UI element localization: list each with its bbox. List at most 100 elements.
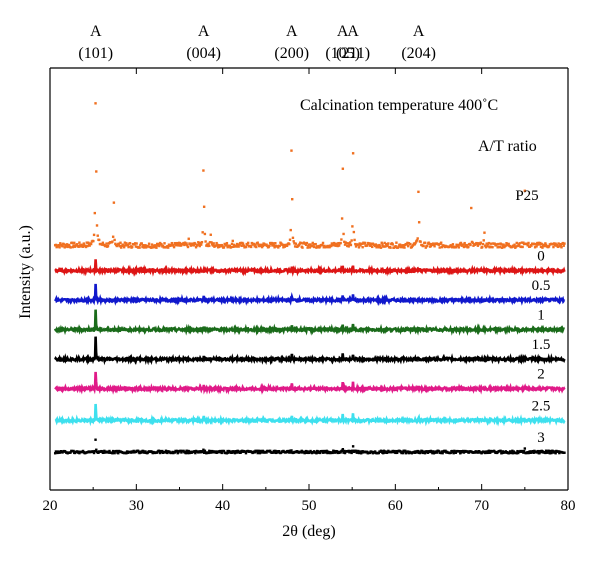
data-point (236, 244, 240, 247)
data-point (486, 245, 489, 248)
data-point (360, 242, 364, 245)
data-point (241, 242, 245, 245)
data-point (173, 451, 176, 454)
data-point (300, 449, 303, 453)
series-line (54, 371, 566, 395)
peak-phase: A (337, 23, 349, 40)
data-point (64, 244, 67, 247)
data-point (354, 242, 357, 246)
data-point (431, 242, 435, 245)
data-point (423, 451, 427, 455)
data-point (257, 243, 260, 246)
data-point (214, 244, 218, 247)
data-point (357, 246, 361, 249)
data-point (537, 241, 540, 245)
data-point (106, 244, 110, 248)
data-point (182, 449, 185, 453)
data-point (142, 244, 145, 247)
series-label: 1 (537, 308, 545, 324)
data-point (101, 241, 105, 244)
data-point (536, 241, 539, 245)
peak-label: A (004) (186, 23, 221, 62)
data-point (271, 242, 275, 245)
data-point (343, 240, 346, 243)
data-point (312, 243, 315, 246)
data-point (454, 246, 458, 249)
data-point (484, 244, 487, 247)
data-point (339, 451, 342, 454)
data-point (53, 452, 57, 455)
data-point (293, 245, 297, 248)
data-point (467, 245, 470, 249)
data-point (235, 451, 238, 454)
data-point (489, 242, 493, 245)
data-point (226, 449, 229, 453)
data-point (485, 242, 488, 245)
peak-phase: A (286, 23, 298, 40)
data-point (533, 246, 537, 249)
data-point (526, 244, 529, 247)
data-point (329, 244, 333, 248)
series-0-5 (54, 283, 566, 307)
data-point (352, 230, 356, 234)
data-point (257, 449, 260, 453)
data-point (347, 449, 350, 453)
data-point (471, 241, 474, 244)
data-point (208, 451, 212, 454)
data-point (78, 241, 81, 244)
data-point (528, 245, 532, 248)
data-point (379, 246, 383, 249)
data-point (274, 449, 277, 453)
data-point (291, 236, 295, 240)
data-point (529, 451, 532, 454)
data-point (175, 449, 179, 453)
data-point (164, 449, 168, 452)
data-point (521, 449, 524, 453)
axes-layer (49, 67, 569, 491)
data-point (461, 449, 465, 453)
data-point (508, 450, 512, 453)
data-point (315, 452, 318, 455)
data-point (523, 447, 527, 450)
data-point (496, 246, 499, 249)
data-point (415, 451, 419, 454)
data-point (96, 234, 99, 237)
data-point (332, 243, 335, 247)
data-point (267, 245, 270, 249)
data-point (273, 451, 276, 454)
data-point (150, 243, 154, 246)
data-point (322, 246, 325, 249)
x-tick-label: 60 (388, 498, 403, 514)
data-point (439, 451, 443, 455)
data-point (536, 449, 540, 453)
series-label: 1.5 (532, 337, 551, 353)
data-point (282, 246, 285, 249)
data-point (432, 243, 436, 247)
data-point (203, 449, 207, 452)
data-point (59, 242, 62, 245)
data-point (186, 451, 190, 455)
data-point (158, 449, 161, 453)
data-point (497, 242, 500, 246)
peak-hkl: (105) (325, 45, 360, 62)
data-point (220, 451, 223, 455)
data-point (378, 243, 381, 247)
data-point (321, 243, 324, 247)
data-point (563, 451, 566, 454)
data-point (111, 240, 114, 243)
peak-hkl: (204) (401, 45, 436, 62)
data-point (403, 246, 406, 249)
data-point (417, 190, 420, 194)
data-point (253, 245, 256, 248)
data-point (500, 243, 503, 246)
data-point (144, 450, 147, 453)
data-point (93, 211, 97, 215)
data-point (428, 242, 431, 246)
series-label-layer: P25 0 0.5 1 1.5 2 2.5 3 (515, 188, 550, 446)
data-point (517, 451, 520, 455)
series-1 (53, 309, 566, 336)
data-point (433, 245, 436, 248)
data-point (278, 244, 281, 248)
data-point (288, 449, 292, 452)
series-1-5 (54, 336, 566, 366)
